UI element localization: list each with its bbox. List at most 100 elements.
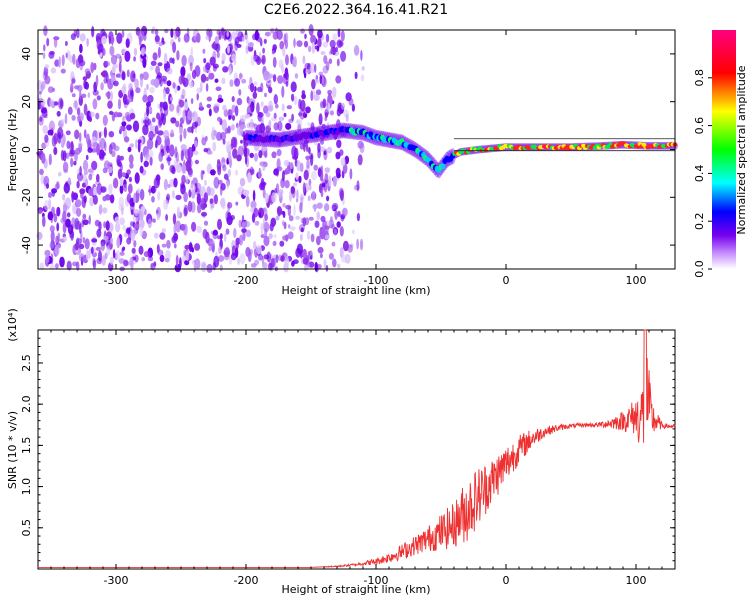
heatmap-noise-cell [174,263,181,273]
heatmap-noise-cell [128,154,134,164]
heatmap-noise-cell [159,254,165,263]
heatmap-noise-cell [54,59,60,67]
heatmap-noise-cell [314,261,318,272]
heatmap-noise-cell [237,257,240,266]
heatmap-noise-cell [306,158,310,169]
heatmap-noise-cell [347,244,353,253]
heatmap-noise-cell [284,234,289,242]
heatmap-noise-cell [319,253,323,259]
heatmap-noise-cell [278,191,283,199]
heatmap-noise-cell [233,227,237,239]
heatmap-noise-cell [135,87,141,94]
heatmap-noise-cell [155,209,159,214]
y-tick-label: 1.5 [20,437,33,455]
heatmap-noise-cell [337,263,341,269]
heatmap-noise-cell [133,224,137,230]
heatmap-noise-cell [43,175,50,187]
heatmap-noise-cell [63,206,70,211]
heatmap-noise-cell [42,52,46,59]
heatmap-noise-cell [227,169,231,177]
heatmap-noise-cell [101,70,108,78]
heatmap-noise-cell [123,183,128,193]
heatmap-noise-cell [86,37,89,47]
heatmap-noise-cell [314,220,320,228]
heatmap-noise-cell [190,98,194,105]
heatmap-noise-cell [311,170,317,181]
heatmap-noise-cell [122,93,128,105]
heatmap-noise-cell [169,164,176,174]
heatmap-noise-cell [239,253,246,265]
heatmap-noise-cell [191,125,194,134]
heatmap-noise-cell [130,70,136,83]
heatmap-noise-cell [252,189,256,202]
heatmap-noise-cell [332,33,338,41]
heatmap-noise-cell [336,119,341,130]
heatmap-noise-cell [66,260,72,271]
heatmap-noise-cell [90,246,94,255]
heatmap-noise-cell [245,45,249,54]
heatmap-noise-cell [177,37,181,43]
heatmap-noise-cell [320,139,324,145]
heatmap-noise-cell [151,117,156,123]
heatmap-noise-cell [78,243,85,250]
heatmap-noise-cell [304,33,307,40]
heatmap-noise-cell [360,49,363,61]
heatmap-noise-cell [326,146,333,154]
heatmap-noise-cell [174,28,178,40]
heatmap-noise-cell [221,60,225,65]
heatmap-noise-cell [221,77,226,85]
heatmap-noise-cell [222,139,226,145]
heatmap-noise-cell [55,263,59,269]
heatmap-y-label: Frequency (Hz) [6,109,19,192]
heatmap-noise-cell [120,163,123,171]
heatmap-noise-cell [315,89,322,96]
heatmap-noise-cell [222,164,227,172]
heatmap-noise-cell [227,202,233,209]
heatmap-noise-cell [284,39,288,50]
heatmap-noise-cell [257,168,263,179]
heatmap-noise-cell [146,105,150,117]
heatmap-noise-cell [96,95,101,101]
heatmap-noise-cell [57,232,61,243]
heatmap-noise-cell [242,230,246,242]
heatmap-noise-cell [91,238,98,243]
heatmap-noise-cell [283,221,287,230]
heatmap-noise-cell [235,201,239,206]
heatmap-noise-cell [302,257,309,265]
heatmap-noise-cell [78,132,82,143]
heatmap-noise-cell [49,241,55,250]
ridge-cell [440,163,446,170]
heatmap-noise-cell [191,221,197,232]
heatmap-noise-cell [295,215,301,220]
heatmap-noise-cell [231,53,237,62]
heatmap-noise-cell [116,32,123,44]
heatmap-noise-cell [104,61,111,67]
heatmap-noise-cell [217,97,224,103]
heatmap-noise-cell [48,192,52,199]
y-tick-label: 0 [20,146,33,153]
snr-x-label: Height of straight line (km) [281,583,430,596]
heatmap-noise-cell [328,58,333,64]
heatmap-noise-cell [39,90,42,95]
heatmap-noise-cell [151,196,155,203]
heatmap-noise-cell [245,229,252,238]
heatmap-noise-cell [66,140,71,149]
heatmap-noise-cell [228,151,232,163]
heatmap-noise-cell [276,206,282,215]
heatmap-noise-cell [194,243,201,251]
heatmap-noise-cell [237,145,244,157]
heatmap-noise-cell [275,103,279,109]
heatmap-noise-cell [331,202,339,211]
heatmap-noise-cell [111,150,116,158]
heatmap-noise-cell [221,119,228,131]
heatmap-noise-cell [213,129,217,137]
heatmap-noise-cell [311,41,316,54]
heatmap-noise-cell [112,249,116,259]
heatmap-noise-cell [76,180,80,189]
heatmap-noise-cell [109,45,115,57]
heatmap-noise-cell [205,62,211,71]
heatmap-noise-cell [169,57,174,64]
heatmap-noise-cell [91,26,95,38]
heatmap-noise-cell [66,212,71,218]
heatmap-noise-cell [300,28,305,34]
